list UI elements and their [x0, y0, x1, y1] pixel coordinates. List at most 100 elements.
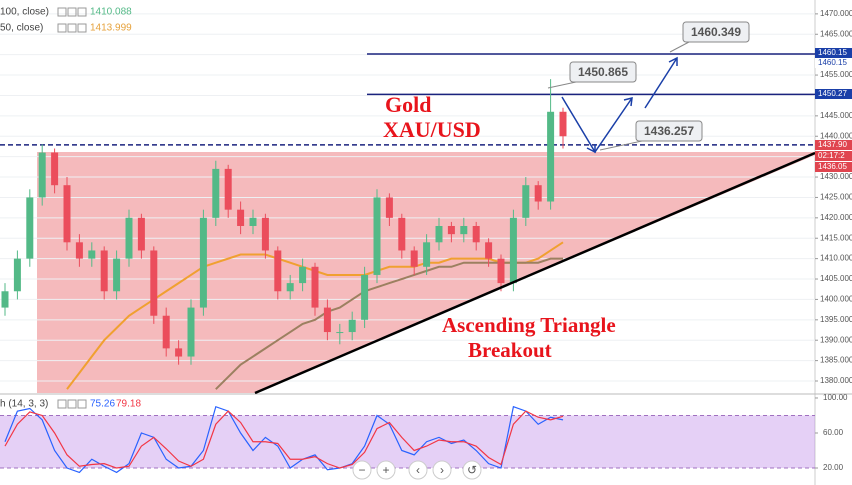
- candle-body: [100, 250, 108, 292]
- stoch-k-value: 75.26: [90, 399, 115, 410]
- callout-label: 1450.865: [578, 65, 628, 79]
- y-tick-label: 100.00: [823, 393, 848, 402]
- callout-pointer: [547, 81, 577, 89]
- toolbar-button[interactable]: [432, 460, 452, 480]
- legend-value: 1410.088: [90, 7, 132, 18]
- candle-body: [75, 242, 83, 259]
- price-tag: [815, 58, 852, 68]
- moving-average: [215, 257, 563, 390]
- price-tag-label: 02:17:2: [818, 151, 845, 160]
- y-tick-label: 1445.000: [820, 111, 852, 120]
- y-tick-label: 1395.000: [820, 315, 852, 324]
- stoch-line: [4, 405, 564, 474]
- toolbar-button[interactable]: [408, 460, 428, 480]
- annotation: Gold: [385, 92, 431, 117]
- legend-name: 50, close): [0, 23, 43, 34]
- annotation: XAU/USD: [383, 117, 481, 142]
- legend-icon: [67, 399, 77, 409]
- candle-body: [150, 250, 158, 316]
- candle-body: [113, 258, 121, 292]
- y-tick-label: 60.00: [823, 428, 844, 437]
- legend-icon: [67, 23, 77, 33]
- callout-box: [569, 61, 637, 83]
- trend-line: [254, 151, 816, 395]
- candle-body: [336, 332, 344, 334]
- candle-body: [410, 250, 418, 267]
- y-tick-label: 1455.000: [820, 70, 852, 79]
- legend-icon: [77, 23, 87, 33]
- arrow-head: [668, 56, 678, 66]
- candle-body: [435, 225, 443, 243]
- candle-body: [224, 168, 232, 210]
- candle-body: [522, 185, 530, 218]
- arrow-head: [586, 144, 596, 154]
- candle-body: [51, 152, 59, 186]
- y-tick-label: 1425.000: [820, 193, 852, 202]
- candle-body: [1, 291, 9, 308]
- price-tag-label: 1437.90: [818, 140, 847, 149]
- price-tag: [815, 140, 852, 150]
- candle-body: [559, 111, 567, 137]
- price-tag: [815, 89, 852, 99]
- y-tick-label: 1400.000: [820, 295, 852, 304]
- candle-body: [125, 217, 133, 259]
- stoch-legend-name: h (14, 3, 3): [0, 399, 48, 410]
- candle-body: [199, 217, 207, 308]
- candle-body: [547, 111, 555, 202]
- candle-body: [286, 283, 294, 292]
- candle-body: [348, 319, 356, 333]
- candle-body: [274, 250, 282, 292]
- y-tick-label: 1410.000: [820, 254, 852, 263]
- legend-icon: [57, 7, 67, 17]
- callout-label: 1460.349: [691, 25, 741, 39]
- candle-body: [162, 315, 170, 349]
- candle-body: [497, 258, 505, 284]
- y-tick-label: 1385.000: [820, 356, 852, 365]
- callout-box: [635, 120, 703, 142]
- candle-body: [237, 209, 245, 226]
- toolbar-icon: ↺: [467, 463, 477, 477]
- price-tag-label: 1436.05: [818, 162, 847, 171]
- candle-body: [447, 225, 455, 235]
- annotation: Breakout: [468, 338, 552, 362]
- candle-body: [509, 217, 517, 284]
- candle-body: [249, 217, 257, 226]
- y-tick-label: 1390.000: [820, 335, 852, 344]
- candle-body: [137, 217, 145, 251]
- legend-icon: [57, 399, 67, 409]
- candle-body: [373, 197, 381, 275]
- y-tick-label: 1420.000: [820, 213, 852, 222]
- stoch-band: [0, 415, 815, 469]
- toolbar-button[interactable]: [352, 460, 372, 480]
- price-tag: [815, 151, 852, 161]
- candle-body: [472, 225, 480, 243]
- toolbar-icon: ›: [440, 463, 444, 477]
- candle-body: [13, 258, 21, 292]
- candle-body: [385, 197, 393, 218]
- callout-pointer: [599, 140, 643, 151]
- price-tag-label: 1460.15: [818, 58, 847, 67]
- toolbar-button[interactable]: [462, 460, 482, 480]
- candle-body: [63, 185, 71, 243]
- legend-name: 100, close): [0, 7, 49, 18]
- candle-body: [398, 217, 406, 251]
- legend-icon: [77, 399, 87, 409]
- annotation: Ascending Triangle: [442, 313, 616, 337]
- candle-body: [423, 242, 431, 267]
- candle-body: [460, 225, 468, 235]
- toolbar-icon: ‹: [416, 463, 420, 477]
- price-tag: [815, 162, 852, 172]
- y-tick-label: 1470.000: [820, 9, 852, 18]
- candle-body: [261, 217, 269, 251]
- candle-body: [323, 307, 331, 333]
- candle-body: [38, 152, 46, 198]
- legend-value: 1413.999: [90, 23, 132, 34]
- candle-body: [299, 266, 307, 284]
- y-tick-label: 1440.000: [820, 131, 852, 140]
- legend-icon: [67, 7, 77, 17]
- y-tick-label: 1380.000: [820, 376, 852, 385]
- y-tick-label: 1430.000: [820, 172, 852, 181]
- toolbar-button[interactable]: [376, 460, 396, 480]
- callout-pointer: [669, 41, 690, 53]
- candle-body: [187, 307, 195, 357]
